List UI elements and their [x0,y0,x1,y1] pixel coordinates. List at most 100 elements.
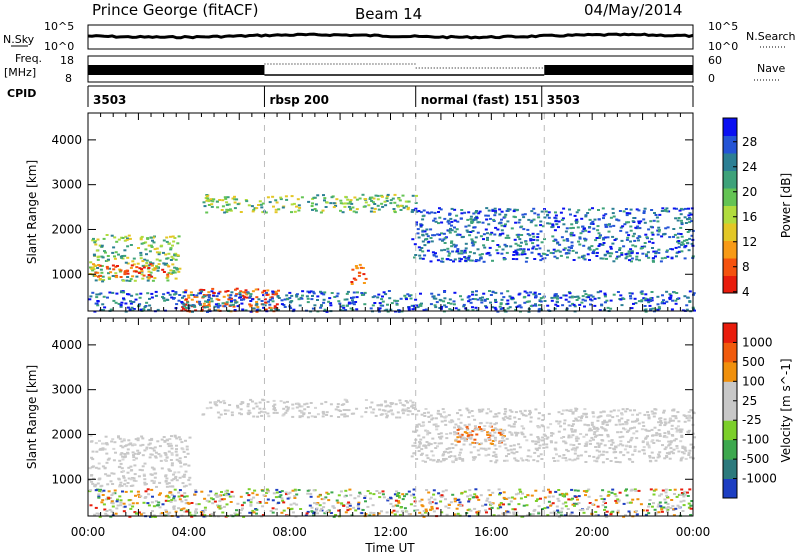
range-gate-cell [98,278,102,281]
range-gate-cell [249,504,253,507]
range-gate-cell [123,249,127,252]
range-gate-cell [482,238,485,241]
range-gate-cell [422,209,426,212]
range-gate-cell [284,411,288,414]
range-gate-cell [377,208,381,211]
range-gate-cell [650,505,654,508]
range-gate-cell [119,304,123,307]
range-gate-cell [217,416,221,419]
range-gate-cell [398,199,402,202]
range-gate-cell [660,302,664,305]
range-gate-cell [644,437,648,440]
range-gate-cell [126,448,130,451]
range-gate-cell [413,243,417,246]
range-gate-cell [165,482,169,485]
range-gate-cell [372,197,376,200]
range-gate-cell [366,490,370,492]
colorbar-swatch [723,135,737,154]
range-gate-cell [654,255,657,258]
range-gate-cell [492,451,496,454]
date-title: 04/May/2014 [584,1,682,19]
range-gate-cell [605,458,609,460]
range-gate-cell [427,240,431,243]
range-gate-cell [348,508,352,511]
range-gate-cell [325,310,329,313]
range-gate-cell [671,299,675,302]
colorbar-label: Power [dB] [779,173,793,238]
range-gate-cell [631,453,635,456]
range-gate-cell [500,224,504,227]
range-gate-cell [148,250,152,253]
range-gate-cell [103,448,107,451]
range-gate-cell [576,419,580,422]
range-gate-cell [683,216,687,219]
range-gate-cell [617,255,621,258]
range-gate-cell [209,490,213,493]
range-gate-cell [566,256,569,259]
range-gate-cell [520,412,524,415]
range-gate-cell [94,302,98,305]
range-gate-cell [429,443,433,446]
range-gate-cell [446,250,450,253]
range-gate-cell [147,443,151,446]
range-gate-cell [631,413,635,416]
range-gate-cell [251,210,255,213]
range-gate-cell [628,292,632,295]
range-gate-cell [462,443,466,446]
range-gate-cell [499,221,503,224]
range-gate-cell [230,411,234,414]
range-gate-cell [681,510,685,512]
range-gate-cell [549,503,553,506]
range-gate-cell [113,492,117,495]
range-gate-cell [682,504,686,507]
range-gate-cell [128,515,132,518]
range-gate-cell [524,414,528,417]
range-gate-cell [633,445,637,448]
range-gate-cell [424,446,428,449]
range-gate-cell [225,210,229,213]
range-gate-cell [588,439,592,442]
range-gate-cell [188,483,192,486]
range-gate-cell [481,504,484,507]
range-gate-cell [371,201,375,204]
range-gate-cell [170,255,174,258]
range-gate-cell [111,502,115,505]
range-gate-cell [202,201,206,204]
range-gate-cell [644,428,648,431]
range-gate-cell [637,422,641,425]
range-gate-cell [573,305,577,308]
range-gate-cell [491,259,494,262]
range-gate-cell [442,416,446,419]
range-gate-cell [421,421,425,424]
range-gate-cell [515,251,519,254]
range-gate-cell [136,439,140,442]
range-gate-cell [200,513,204,516]
range-gate-cell [506,417,510,420]
range-gate-cell [626,419,630,422]
range-gate-cell [385,511,389,514]
range-gate-cell [477,498,481,501]
range-gate-cell [564,459,568,462]
range-gate-cell [524,260,528,263]
range-gate-cell [591,207,594,210]
range-gate-cell [532,293,536,296]
range-gate-cell [661,301,664,304]
range-gate-cell [450,443,454,446]
range-gate-cell [182,485,186,488]
range-gate-cell [468,498,472,500]
range-gate-cell [506,307,510,310]
range-gate-cell [549,251,553,254]
range-gate-cell [588,502,592,504]
range-gate-cell [591,503,594,506]
range-gate-cell [537,308,541,311]
range-gate-cell [440,257,444,260]
range-gate-cell [660,510,664,513]
range-gate-cell [415,194,418,197]
range-gate-cell [141,454,145,457]
range-gate-cell [124,261,128,264]
range-gate-cell [437,433,441,435]
range-gate-cell [474,488,478,491]
range-gate-cell [657,453,661,456]
range-gate-cell [144,241,148,244]
range-gate-cell [507,496,511,499]
